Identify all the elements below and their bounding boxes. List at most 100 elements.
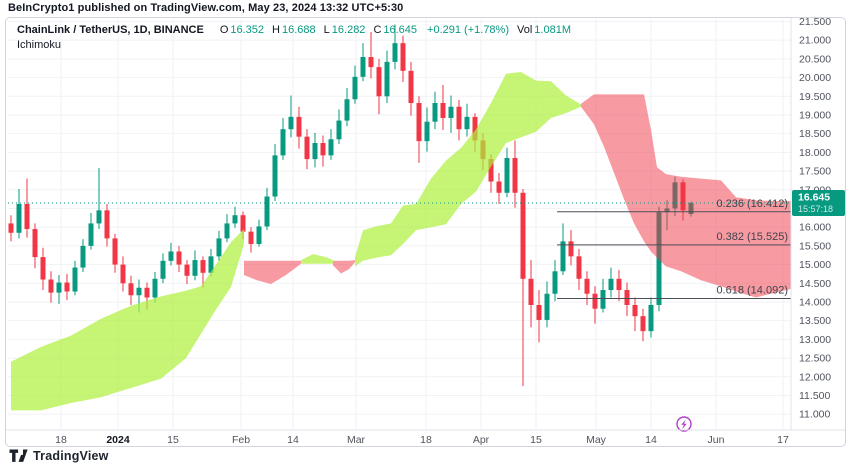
price-chart[interactable]: 0.236 (16.412) 0.382 (15.525) 0.618 (14.09… [6, 18, 845, 446]
indicator-label[interactable]: Ichimoku [17, 39, 62, 51]
time-axis[interactable]: 18 2024 15 Feb 14 Mar 18 Apr 15 May 14 Jun 17 [55, 434, 789, 446]
candle-body [200, 260, 206, 273]
candle-body [8, 223, 14, 233]
low-label: L [323, 24, 330, 36]
candle-body [536, 304, 542, 320]
high-value: 16.688 [282, 24, 316, 36]
fib-retracement: 0.236 (16.412) 0.382 (15.525) 0.618 (14.09… [557, 198, 791, 300]
price-tick-label: 20.000 [799, 72, 831, 84]
time-tick-label: 15 [167, 434, 179, 446]
candle-body [312, 143, 318, 160]
cloud-down [581, 94, 791, 298]
cloud-up [11, 229, 244, 411]
candle-body [416, 103, 422, 142]
footer: TradingView [9, 449, 109, 463]
candle-body [368, 57, 374, 68]
candle-body [624, 290, 630, 305]
price-tick-label: 14.000 [799, 296, 831, 308]
published-byline: BeInCrypto1 published on TradingView.com… [8, 2, 404, 14]
candle-body [80, 245, 86, 268]
price-tick-label: 13.000 [799, 334, 831, 346]
candle-body [144, 287, 150, 298]
candle-body [432, 103, 438, 122]
candle-body [160, 260, 166, 279]
candle-body [16, 203, 22, 233]
candle-body [296, 116, 302, 137]
tradingview-logo-icon[interactable] [9, 449, 28, 463]
boost-icon[interactable] [676, 416, 692, 432]
candle-body [384, 61, 390, 97]
fib-label: 0.236 (16.412) [716, 198, 788, 210]
close-label: C [373, 24, 382, 36]
candle-body [88, 223, 94, 246]
candle-body [264, 196, 270, 227]
candle-body [328, 139, 334, 156]
candle-body [512, 157, 518, 193]
close-value: 16.645 [383, 24, 418, 36]
time-tick-label: 17 [777, 434, 789, 446]
candle-body [592, 293, 598, 309]
symbol-title[interactable]: ChainLink / TetherUS, 1D, BINANCE [17, 24, 204, 36]
candle-body [448, 106, 454, 118]
price-tick-label: 16.000 [799, 222, 831, 234]
candle-body [288, 116, 294, 130]
candle-body [192, 260, 198, 276]
candle-body [488, 159, 494, 182]
cloud-down [244, 260, 301, 284]
candle-body [608, 278, 614, 291]
cloud-up [301, 254, 333, 264]
candle-body [216, 238, 222, 257]
price-tick-label: 21.500 [799, 18, 831, 28]
legend-main-row: ChainLink / TetherUS, 1D, BINANCE O 16.35… [17, 23, 571, 38]
candle-body [632, 304, 638, 317]
candle-body [568, 241, 574, 257]
price-tick-label: 21.000 [799, 35, 831, 47]
legend-indicator-row: Ichimoku [17, 38, 571, 53]
candle-body [392, 43, 398, 62]
candle-body [224, 223, 230, 239]
candle-body [248, 231, 254, 245]
candle-body [208, 256, 214, 273]
candle-body [528, 278, 534, 305]
candle-body [272, 155, 278, 197]
price-axis[interactable]: 21.500 21.000 20.500 20.000 19.500 19.000 18.5… [792, 18, 845, 421]
cloud-up [355, 72, 581, 267]
low-value: 16.282 [331, 24, 366, 36]
candle-body [360, 57, 366, 77]
candle-body [152, 278, 158, 298]
fib-label: 0.618 (14.092) [716, 285, 788, 297]
volume-label: Vol [517, 24, 533, 36]
price-tick-label: 17.500 [799, 166, 831, 178]
candle-body [72, 267, 78, 292]
candle-body [128, 283, 134, 296]
price-tick-label: 14.500 [799, 278, 831, 290]
fib-label: 0.382 (15.525) [716, 231, 788, 243]
tradingview-brand-text[interactable]: TradingView [33, 449, 109, 463]
last-price-value: 16.645 [798, 192, 830, 204]
price-tick-label: 11.500 [799, 390, 830, 402]
candle-body [584, 278, 590, 294]
bar-countdown: 15:57:18 [798, 204, 833, 214]
candle-body [320, 143, 326, 156]
candle-body [376, 67, 382, 97]
price-tick-label: 20.500 [799, 53, 831, 65]
time-tick-label: 14 [645, 434, 657, 446]
change-value: +0.291 (+1.78%) [427, 24, 509, 36]
time-tick-label: Jun [708, 434, 725, 446]
axis-dividers [6, 18, 845, 431]
candle-body [48, 279, 54, 293]
candle-body [424, 121, 430, 142]
ichimoku-cloud [11, 72, 791, 411]
chart-legend: ChainLink / TetherUS, 1D, BINANCE O 16.35… [17, 23, 571, 53]
price-tick-label: 13.500 [799, 315, 831, 327]
volume-value: 1.081M [534, 24, 571, 36]
candle-body [520, 192, 526, 279]
time-tick-label: 18 [420, 434, 432, 446]
price-tick-label: 18.500 [799, 128, 831, 140]
candle-body [112, 238, 118, 265]
price-tick-label: 15.000 [799, 259, 831, 271]
candle-body [456, 106, 462, 130]
cloud-down [333, 260, 355, 274]
candle-body [280, 129, 286, 156]
time-tick-label: 2024 [106, 434, 130, 446]
